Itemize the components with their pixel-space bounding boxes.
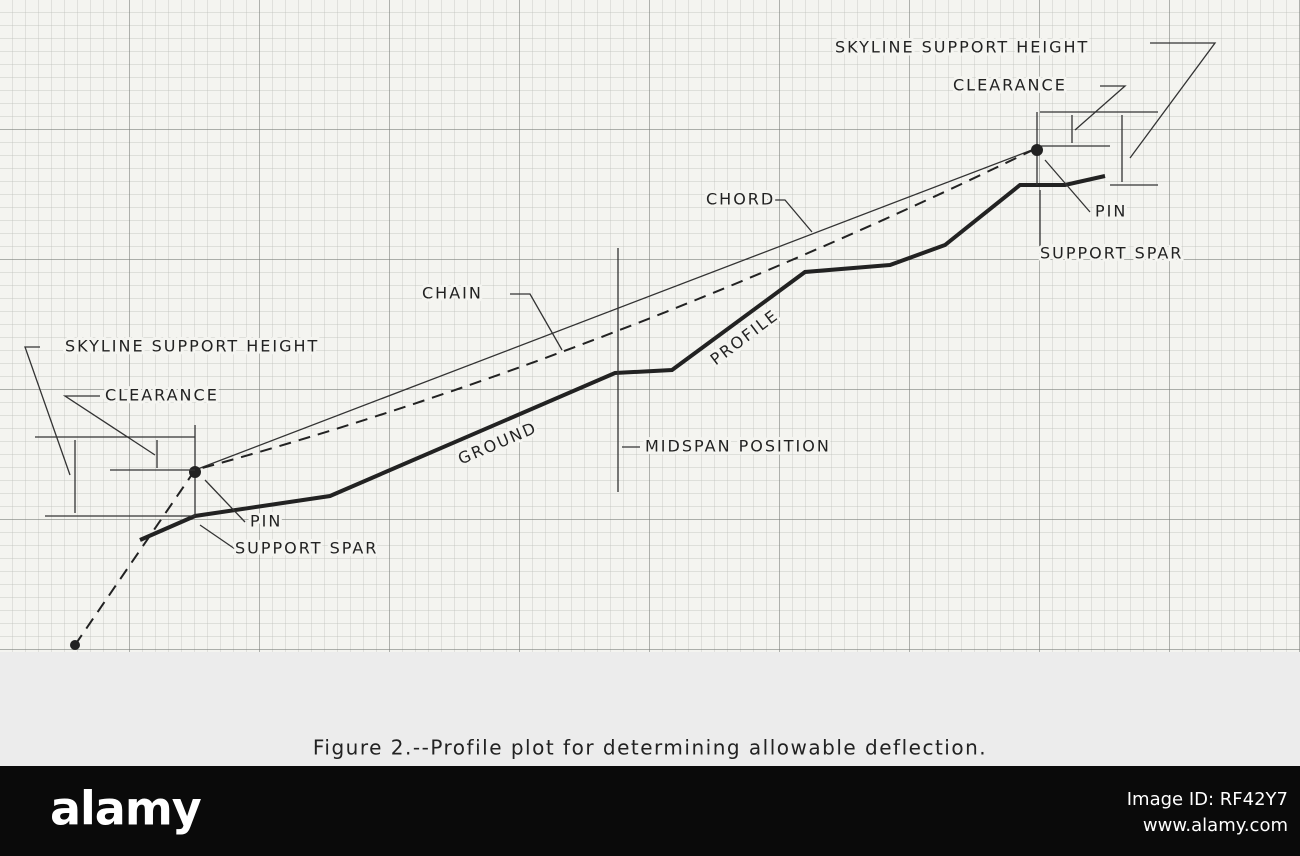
support-marks: [24, 42, 1217, 650]
label: PIN: [1095, 202, 1127, 221]
footer: [0, 766, 1300, 856]
chord-line: [194, 147, 1038, 471]
ground-profile: [139, 174, 1106, 542]
support-marks: [204, 479, 246, 523]
chain-line: [74, 147, 1038, 646]
support-marks: [189, 466, 201, 478]
label: CLEARANCE: [953, 76, 1067, 95]
label: PIN: [250, 512, 282, 531]
support-marks: [764, 199, 813, 233]
label: SKYLINE SUPPORT HEIGHT: [835, 38, 1089, 57]
label: MIDSPAN POSITION: [645, 437, 831, 456]
support-marks: [24, 346, 71, 476]
support-marks: [1031, 144, 1043, 156]
label: SUPPORT SPAR: [235, 539, 378, 558]
label: CHORD: [706, 190, 775, 209]
support-marks: [1074, 85, 1127, 131]
image-id: Image ID: RF42Y7: [1127, 789, 1288, 810]
site: www.alamy.com: [1143, 815, 1288, 836]
caption: Figure 2.--Profile plot for determining …: [313, 736, 987, 760]
footer: alamy Image ID: RF42Y7 www.alamy.com: [0, 766, 1300, 856]
support-marks: [70, 640, 80, 650]
support-marks: [199, 524, 236, 550]
label: CHAIN: [422, 284, 483, 303]
label: SUPPORT SPAR: [1040, 244, 1183, 263]
support-marks: [510, 293, 563, 351]
brand: alamy: [50, 782, 202, 836]
ground-profile: [139, 174, 1106, 542]
support-marks: [62, 395, 156, 456]
support-marks: [1129, 42, 1217, 159]
label: SKYLINE SUPPORT HEIGHT: [65, 337, 319, 356]
support-marks: [1044, 159, 1091, 213]
graph-paper: [0, 0, 1300, 652]
chord-line: [194, 147, 1038, 471]
label: CLEARANCE: [105, 386, 219, 405]
graph-paper: [0, 0, 1300, 652]
chain-line: [74, 147, 1038, 646]
